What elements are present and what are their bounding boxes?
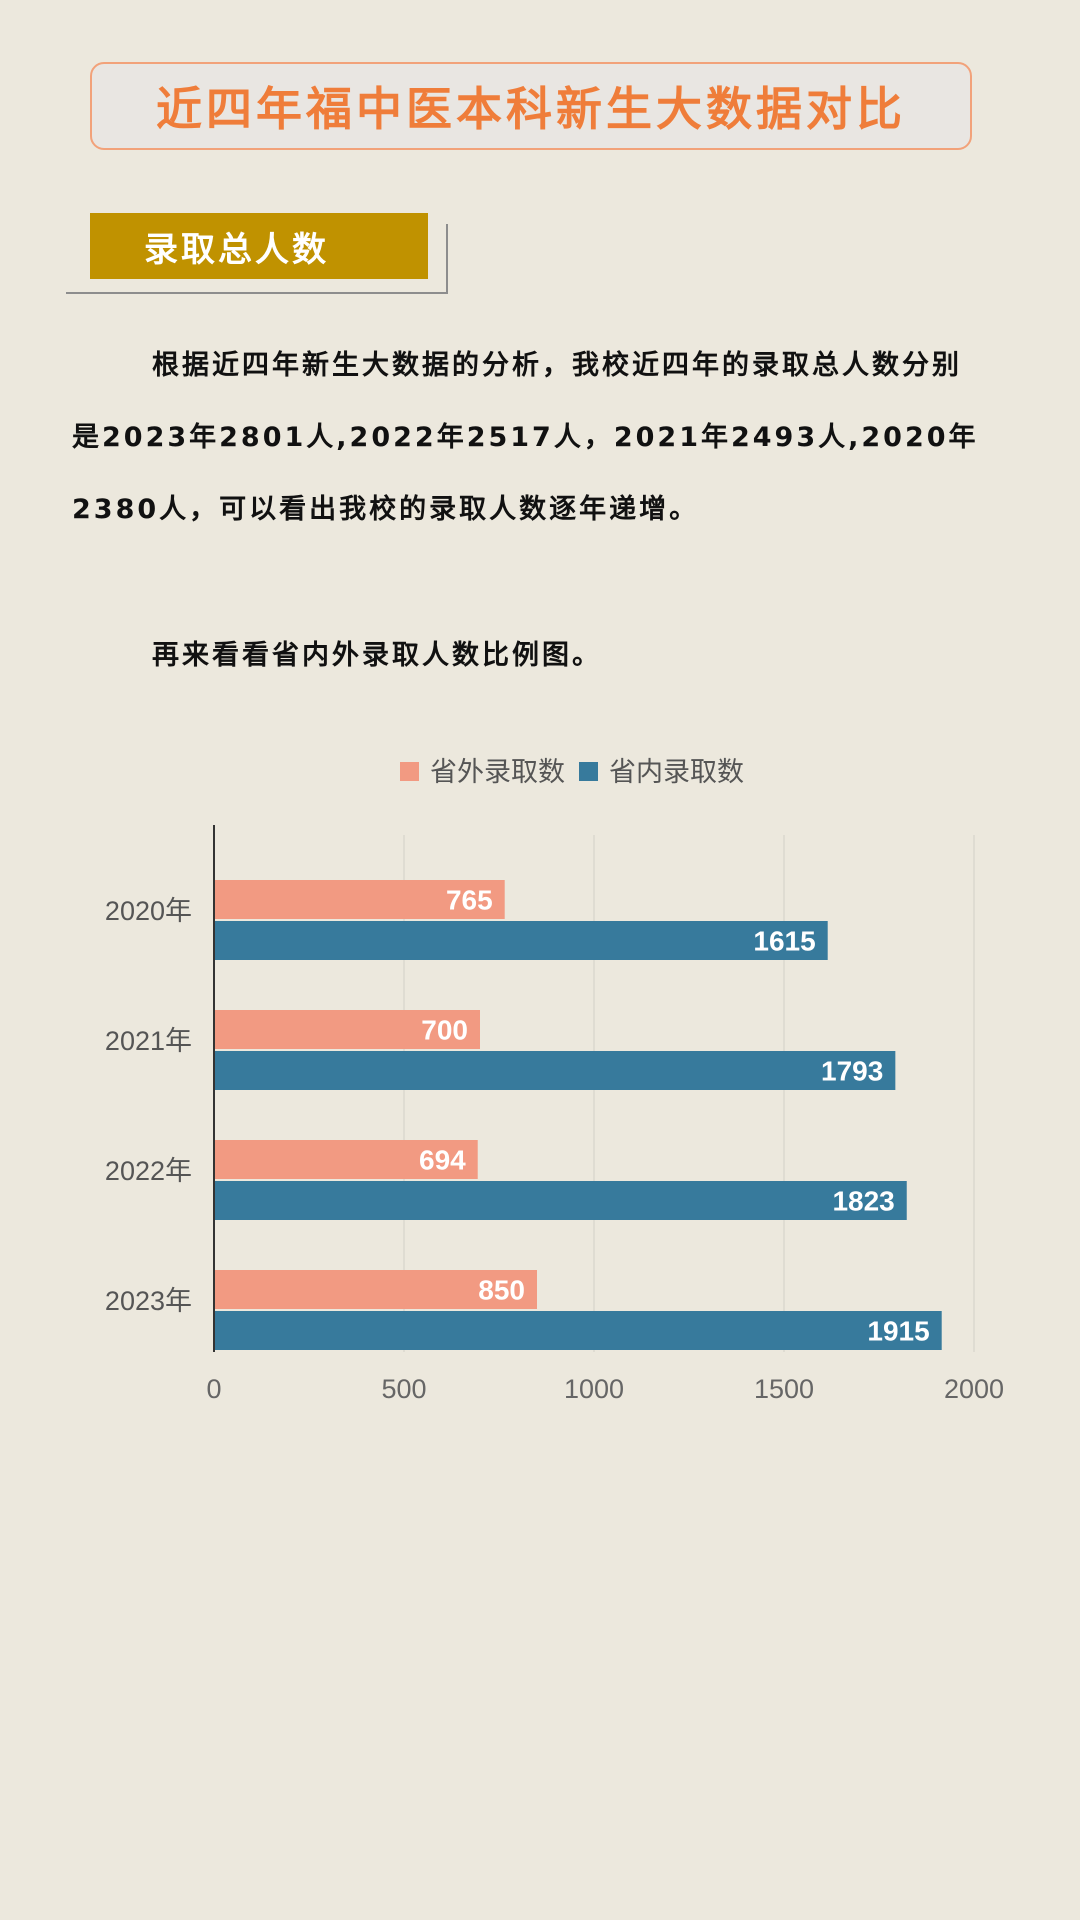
data-label: 1823 (832, 1186, 894, 1217)
x-tick-label: 500 (381, 1374, 426, 1404)
section-label: 录取总人数 (144, 229, 329, 270)
bar-out (214, 1140, 478, 1179)
x-tick-label: 0 (206, 1374, 221, 1404)
data-label: 700 (421, 1015, 468, 1046)
bar-chart: 省外录取数 省内录取数 0 500 1000 1500 2000 2020年 765 1615 20… (105, 757, 1004, 1404)
data-label: 1915 (867, 1316, 929, 1347)
data-label: 1793 (821, 1056, 883, 1087)
x-tick-label: 1000 (564, 1374, 624, 1404)
bar-in (214, 1311, 942, 1350)
x-tick-label: 1500 (754, 1374, 814, 1404)
legend-label-2: 省内录取数 (609, 757, 744, 788)
bar-out (214, 1270, 537, 1309)
legend-swatch-1 (400, 762, 419, 781)
category-label: 2023年 (105, 1286, 192, 1316)
title-banner: 近四年福中医本科新生大数据对比 (90, 62, 972, 150)
data-label: 765 (446, 885, 493, 916)
bar-in (214, 1181, 907, 1220)
bar-in (214, 1051, 896, 1090)
section-tag: 录取总人数 (90, 213, 428, 279)
x-tick-label: 2000 (944, 1374, 1004, 1404)
bar-in (214, 921, 828, 960)
legend-swatch-2 (579, 762, 598, 781)
chart-intro-paragraph: 再来看看省内外录取人数比例图。 (152, 640, 602, 671)
legend-label-1: 省外录取数 (430, 757, 565, 788)
category-label: 2021年 (105, 1026, 192, 1056)
category-label: 2022年 (105, 1156, 192, 1186)
data-label: 694 (419, 1145, 466, 1176)
category-label: 2020年 (105, 896, 192, 926)
bar-out (214, 880, 505, 919)
intro-paragraph: 根据近四年新生大数据的分析，我校近四年的录取总人数分别是2023年2801人,2… (72, 350, 979, 525)
data-label: 850 (478, 1275, 525, 1306)
section-frame (66, 224, 448, 294)
bar-out (214, 1010, 480, 1049)
page-title: 近四年福中医本科新生大数据对比 (156, 82, 906, 136)
data-label: 1615 (753, 926, 815, 957)
